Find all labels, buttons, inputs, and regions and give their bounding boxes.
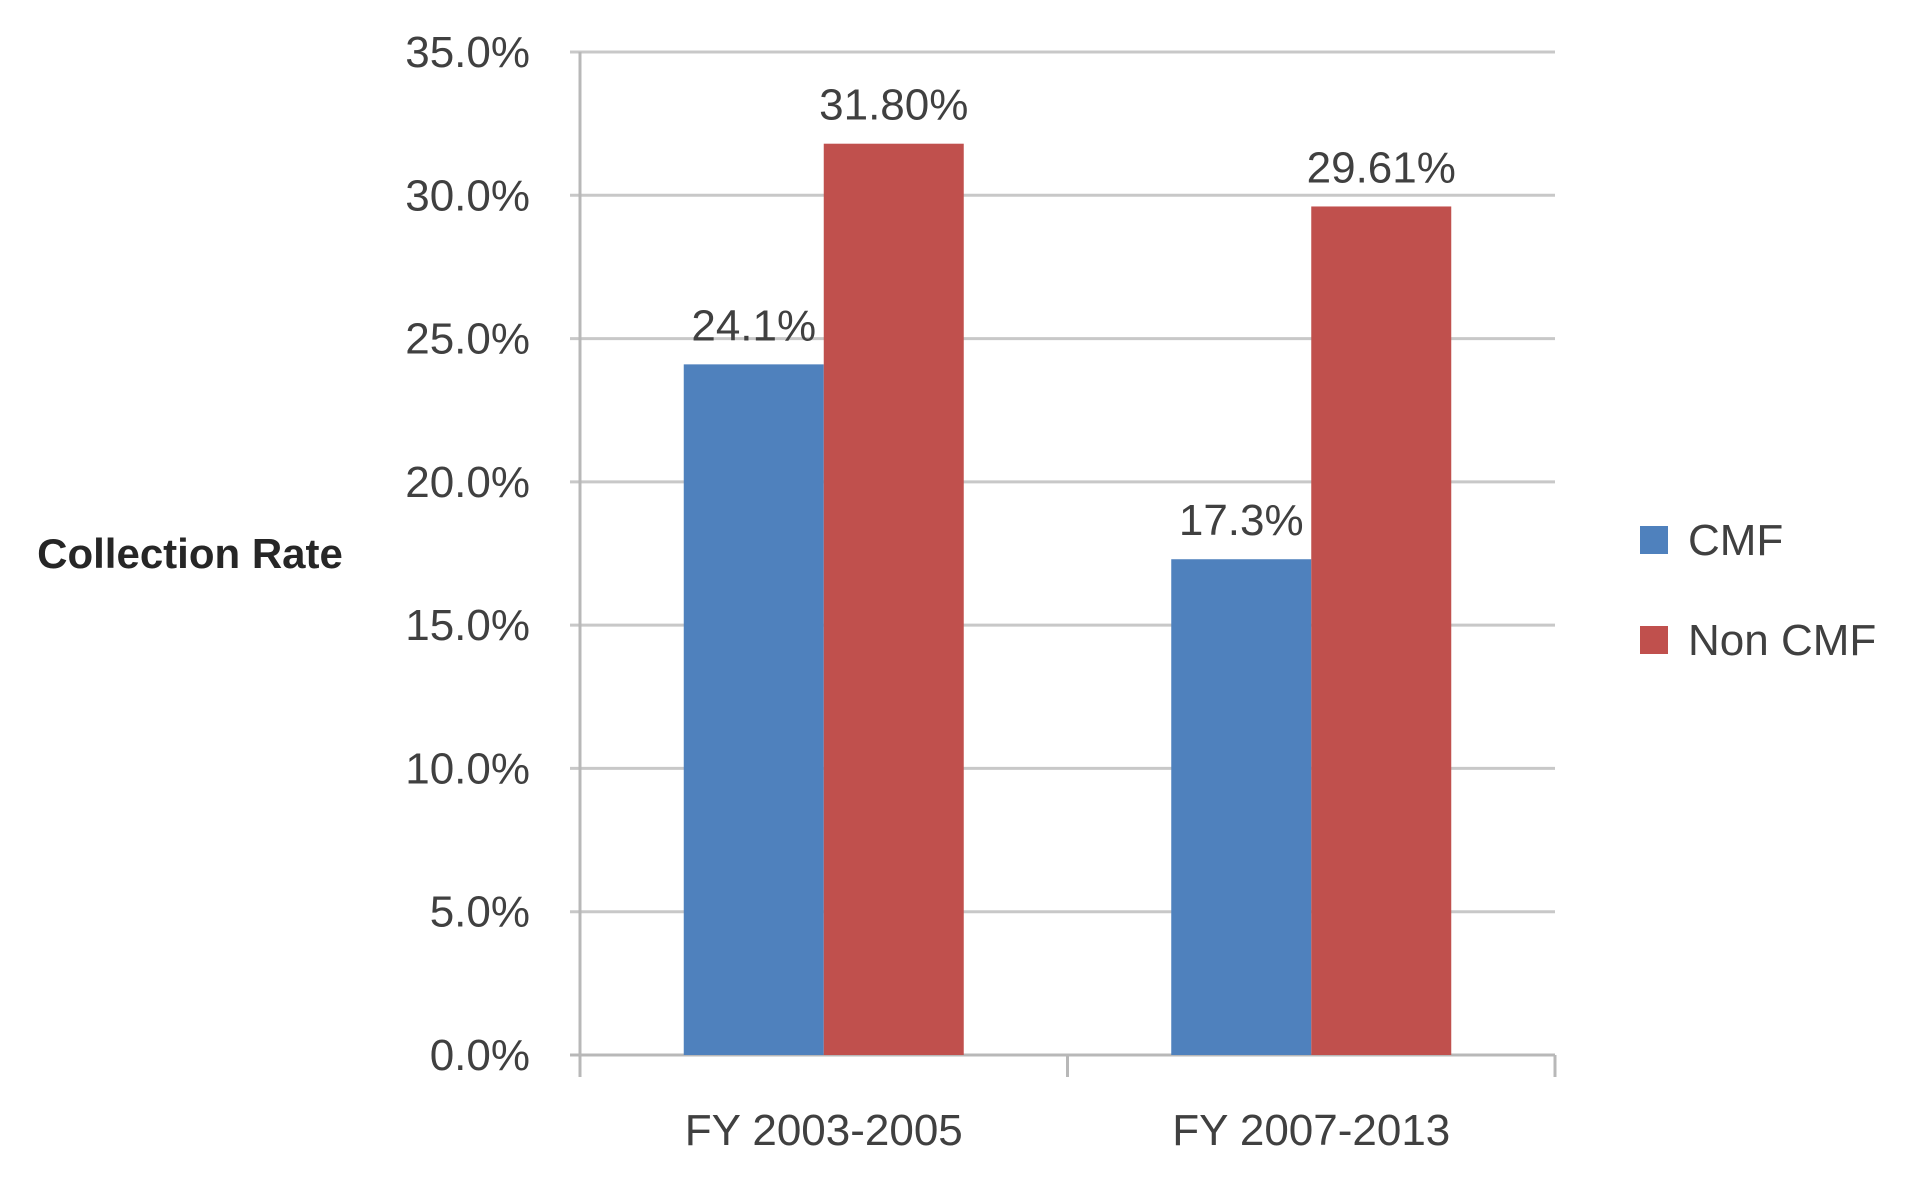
bar-non-cmf-0 [823,143,964,1055]
y-tick-label: 5.0% [430,888,530,937]
y-tick-label: 30.0% [405,171,530,220]
y-tick-label: 10.0% [405,744,530,793]
bar-cmf-0 [683,364,824,1055]
legend-swatch-non-cmf [1640,626,1668,654]
y-tick-label: 15.0% [405,601,530,650]
data-label-non-cmf-1: 29.61% [1307,143,1456,192]
tick-labels: 0.0% 5.0% 10.0% 15.0% 20.0% 25.0% 30.0% 35.0% FY… [405,28,1450,1155]
legend-label-non-cmf: Non CMF [1688,616,1876,665]
x-tick-label: FY 2007-2013 [1172,1106,1450,1155]
legend-swatch-cmf [1640,526,1668,554]
y-tick-label: 0.0% [430,1031,530,1080]
y-axis-label: Collection Rate [37,530,343,577]
bar-cmf-1 [1171,559,1312,1055]
data-labels: 24.1% 31.80% 17.3% 29.61% [691,81,1456,546]
bar-non-cmf-1 [1311,206,1452,1055]
bars [683,143,1452,1055]
y-tick-label: 20.0% [405,458,530,507]
data-label-cmf-0: 24.1% [691,301,816,350]
legend: CMF Non CMF [1640,516,1876,665]
x-tick-label: FY 2003-2005 [685,1106,963,1155]
legend-label-cmf: CMF [1688,516,1783,565]
y-tick-label: 25.0% [405,315,530,364]
data-label-cmf-1: 17.3% [1179,496,1304,545]
y-tick-label: 35.0% [405,28,530,77]
data-label-non-cmf-0: 31.80% [819,81,968,130]
